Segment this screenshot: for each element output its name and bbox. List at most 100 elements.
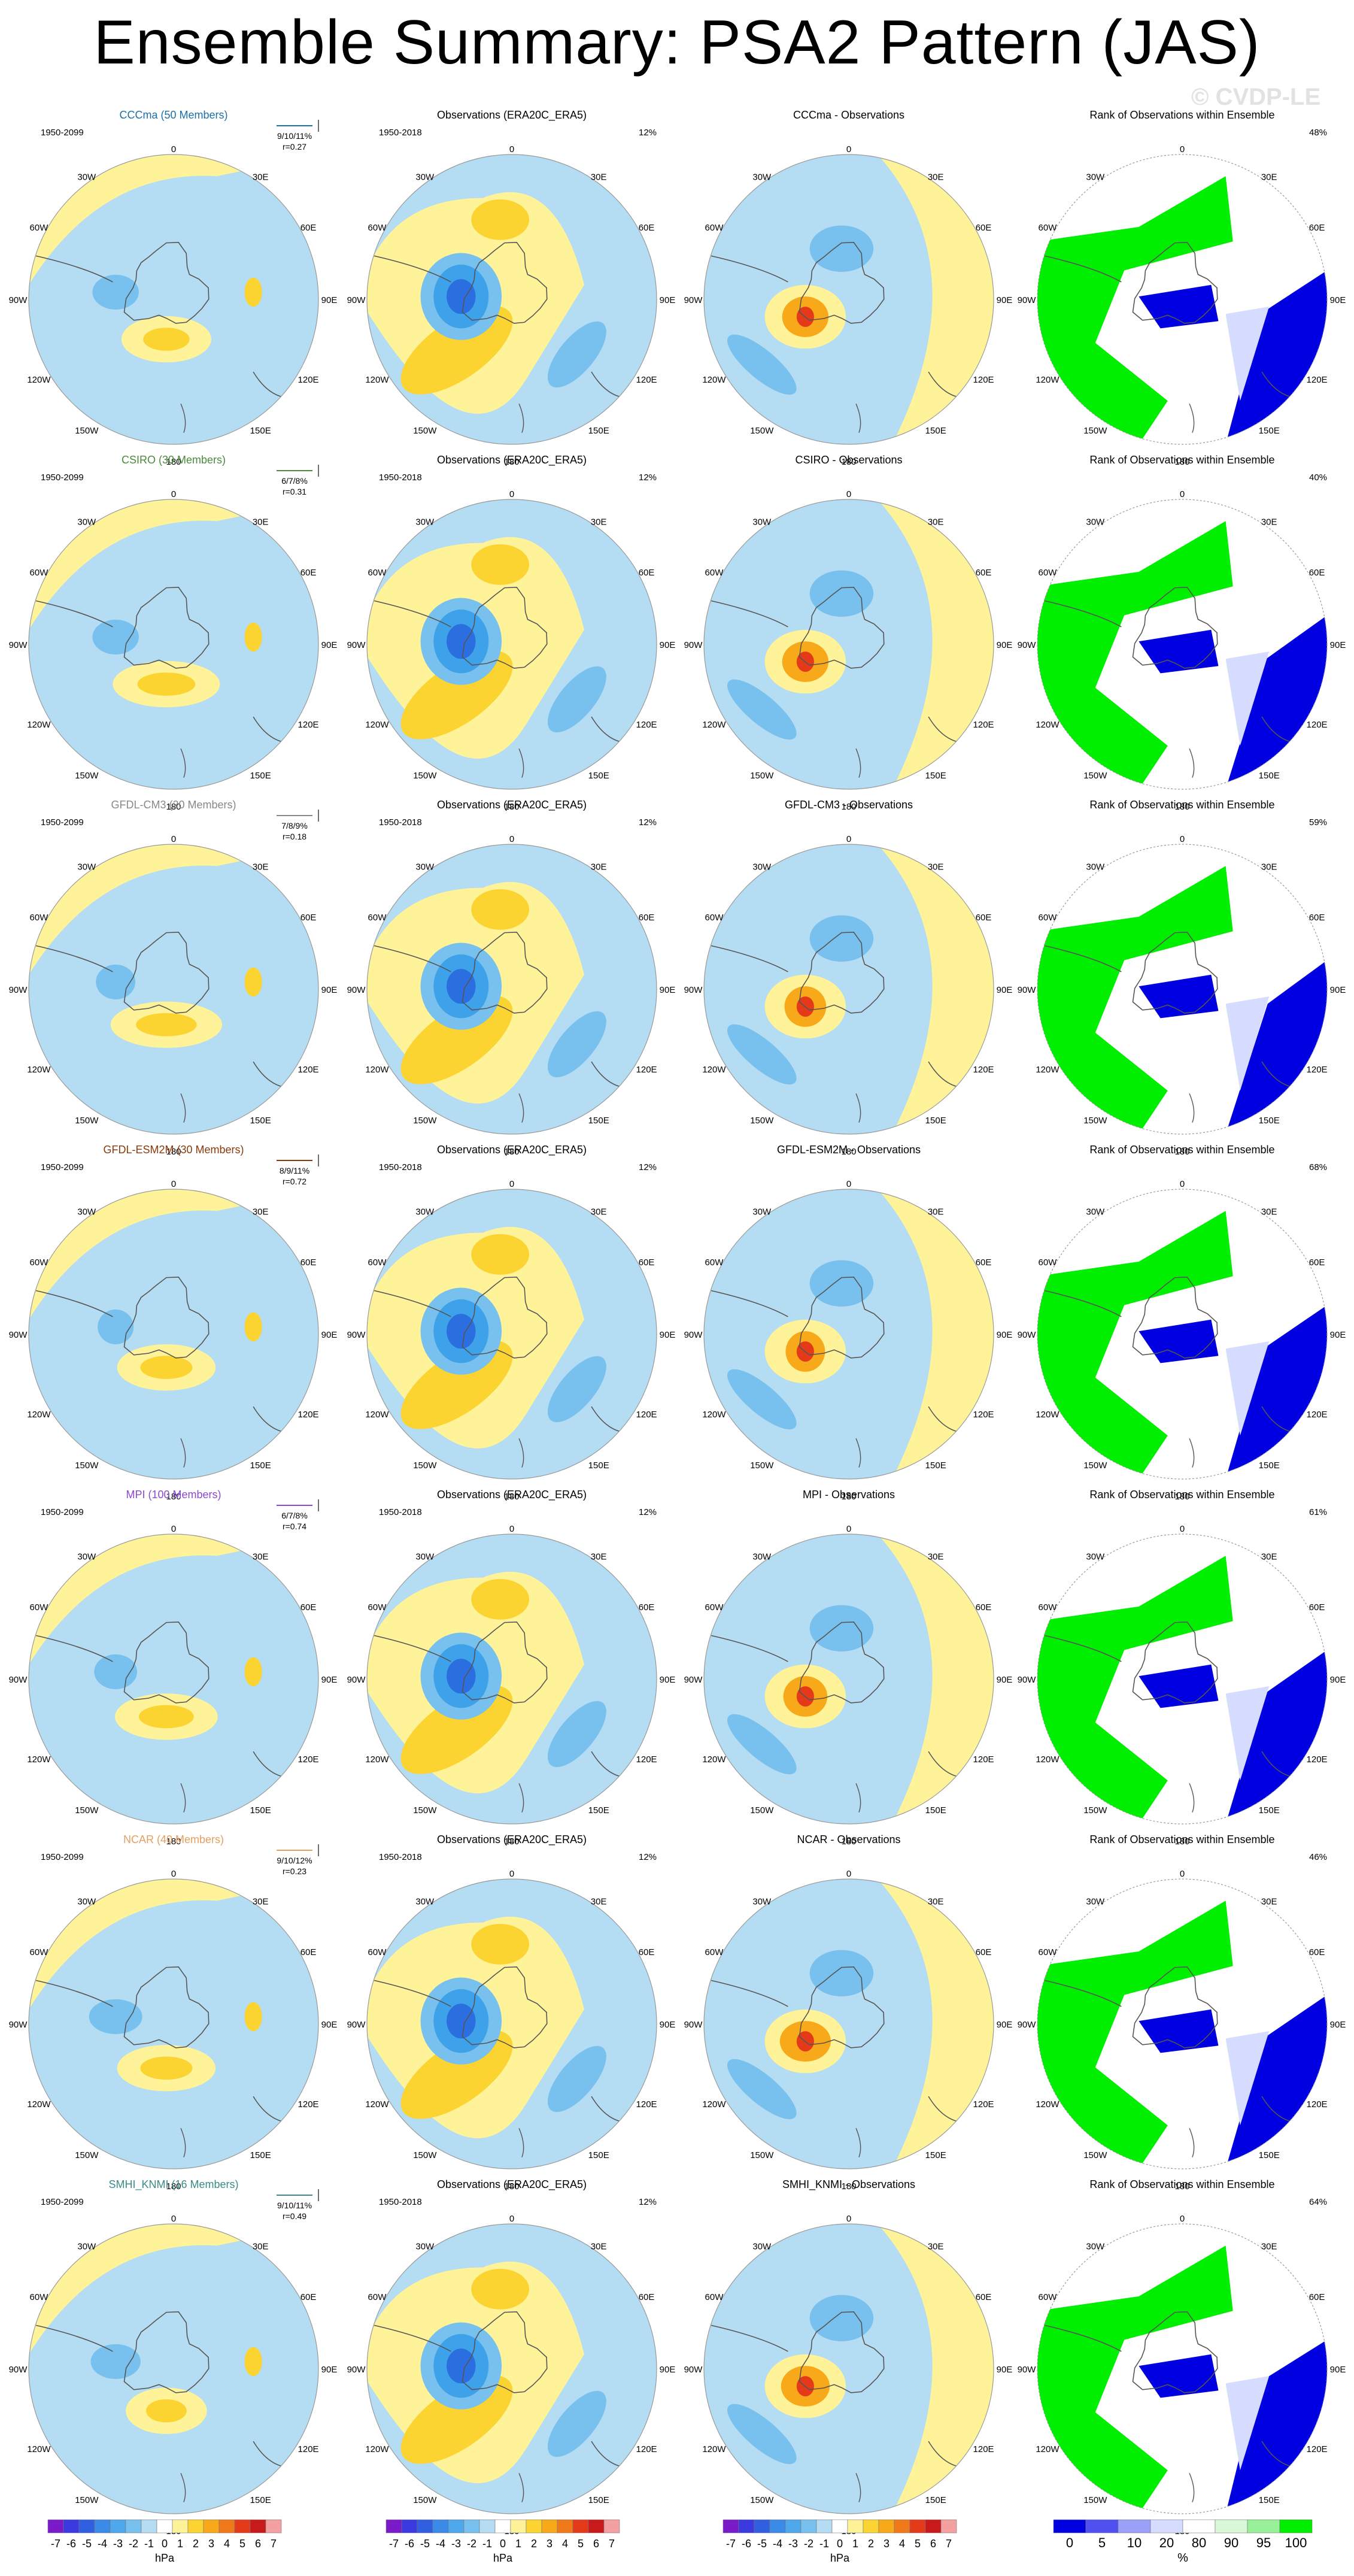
antarctica-outline bbox=[462, 242, 548, 324]
lon-label: 30W bbox=[77, 1207, 96, 1217]
lon-label: 60W bbox=[705, 2292, 724, 2302]
new-zealand-outline bbox=[180, 2128, 186, 2157]
rank-map: 0 30E 60E 90E 120E 150E 180 150W 120W 90W 60W 30W bbox=[1018, 834, 1346, 1157]
model-title: GFDL-ESM2M (30 Members) bbox=[103, 1144, 244, 1156]
colorbar-tick: -1 bbox=[482, 2538, 492, 2550]
lon-label: 60W bbox=[30, 568, 49, 578]
lon-label: 120W bbox=[27, 2099, 51, 2110]
map-border bbox=[1037, 1534, 1328, 1825]
new-zealand-outline bbox=[855, 748, 861, 778]
colorbar-tick: 0 bbox=[162, 2538, 168, 2550]
antarctica-outline bbox=[123, 587, 210, 669]
positive-anomaly bbox=[471, 1234, 530, 1275]
lon-label: 90E bbox=[660, 640, 676, 650]
lon-label: 60W bbox=[368, 1257, 387, 1268]
lon-label: 90W bbox=[1018, 985, 1037, 995]
south-america-outline bbox=[1044, 255, 1122, 283]
lon-label: 60E bbox=[976, 2292, 992, 2302]
lon-label: 150W bbox=[1083, 1460, 1107, 1471]
model-title: MPI (100 Members) bbox=[126, 1489, 221, 1501]
pattern-correlation: r=0.74 bbox=[283, 1522, 306, 1531]
lon-label: 120W bbox=[702, 720, 726, 730]
lon-label: 120W bbox=[702, 375, 726, 385]
colorbar-tick: 10 bbox=[1127, 2535, 1142, 2550]
south-america-outline bbox=[35, 1635, 113, 1662]
colorbar-swatch bbox=[401, 2519, 418, 2533]
diff-title: NCAR - Observations bbox=[797, 1833, 900, 1845]
negative-anomaly bbox=[727, 2404, 797, 2465]
colorbar-swatch bbox=[878, 2519, 895, 2533]
lon-label: 150W bbox=[750, 771, 774, 781]
lon-label: 150E bbox=[250, 1460, 271, 1471]
positive-anomaly bbox=[140, 2056, 193, 2080]
model-map: 0 30E 60E 90E 120E 150E 180 150W 120W 90W 60W 30W bbox=[9, 144, 338, 467]
lon-label: 150E bbox=[1259, 426, 1280, 436]
map-background bbox=[29, 1189, 318, 1479]
map-background bbox=[29, 1534, 318, 1824]
rank-title: Rank of Observations within Ensemble bbox=[1089, 2178, 1274, 2190]
variance-percent: 8/9/11% bbox=[280, 1166, 309, 1175]
colorbar-swatch bbox=[141, 2519, 157, 2533]
rank-mid-region bbox=[1225, 307, 1270, 401]
negative-anomaly bbox=[447, 2004, 476, 2039]
diff-title: MPI - Observations bbox=[803, 1489, 895, 1501]
rank-title: Rank of Observations within Ensemble bbox=[1089, 454, 1274, 466]
map-border bbox=[703, 1878, 994, 2169]
negative-anomaly bbox=[547, 1011, 606, 1078]
south-america-outline bbox=[1044, 1980, 1122, 2007]
colorbar-unit: % bbox=[1177, 2551, 1188, 2565]
lon-label: 30W bbox=[77, 517, 96, 527]
antarctica-outline bbox=[123, 932, 210, 1014]
lon-label: 90E bbox=[1330, 2365, 1346, 2375]
lon-label: 120E bbox=[298, 720, 319, 730]
south-america-outline bbox=[35, 2325, 113, 2352]
positive-anomaly bbox=[29, 1879, 318, 2010]
colorbar-tick: -5 bbox=[757, 2538, 767, 2550]
lon-label: 60E bbox=[639, 1947, 655, 1957]
obs-variance: 12% bbox=[639, 128, 657, 138]
new-zealand-outline bbox=[1189, 1093, 1195, 1123]
rank-colorbar: 0 5 10 20 80 90 95 100% bbox=[1053, 2519, 1313, 2565]
lon-label: 120E bbox=[298, 1410, 319, 1420]
lon-label: 60E bbox=[639, 1257, 655, 1268]
rank-low-region bbox=[1139, 284, 1219, 329]
positive-anomaly bbox=[471, 1579, 530, 1620]
negative-anomaly bbox=[89, 1999, 142, 2034]
lon-label: 150W bbox=[1083, 2150, 1107, 2160]
lon-label: 90W bbox=[1018, 1675, 1037, 1685]
lon-label: 120E bbox=[973, 2099, 994, 2110]
colorbar-tick: 6 bbox=[930, 2538, 936, 2550]
lon-label: 90E bbox=[321, 640, 338, 650]
colorbar-tick: 5 bbox=[915, 2538, 921, 2550]
lon-label: 30E bbox=[928, 862, 944, 872]
lon-label: 60E bbox=[639, 913, 655, 923]
lon-label: 150W bbox=[1083, 1805, 1107, 1816]
lon-label: 90W bbox=[1018, 1330, 1037, 1340]
lon-label: 150W bbox=[750, 1116, 774, 1126]
rank-percent: 61% bbox=[1309, 1507, 1327, 1517]
lon-label: 60E bbox=[1309, 568, 1325, 578]
rank-mid-region bbox=[1225, 2031, 1270, 2126]
colorbar-tick: 7 bbox=[946, 2538, 952, 2550]
lon-label: 0 bbox=[509, 1179, 514, 1189]
lon-label: 120E bbox=[636, 2099, 657, 2110]
negative-anomaly bbox=[809, 1260, 874, 1307]
lon-label: 30E bbox=[1261, 517, 1277, 527]
negative-anomaly bbox=[447, 1314, 476, 1349]
colorbar-tick: -3 bbox=[113, 2538, 123, 2550]
antarctica-outline bbox=[1132, 1966, 1218, 2048]
rank-mid-region bbox=[1225, 651, 1270, 746]
lon-label: 120E bbox=[973, 1065, 994, 1075]
lon-label: 60W bbox=[368, 1947, 387, 1957]
new-zealand-outline bbox=[518, 1438, 524, 1468]
lon-label: 0 bbox=[171, 834, 176, 844]
positive-anomaly bbox=[29, 154, 318, 285]
lon-label: 30E bbox=[253, 1896, 269, 1907]
lon-label: 60E bbox=[639, 2292, 655, 2302]
obs-variance: 12% bbox=[639, 2197, 657, 2207]
colorbar-swatch bbox=[1085, 2519, 1119, 2533]
new-zealand-outline bbox=[180, 748, 186, 778]
lon-label: 180 bbox=[166, 1836, 181, 1847]
